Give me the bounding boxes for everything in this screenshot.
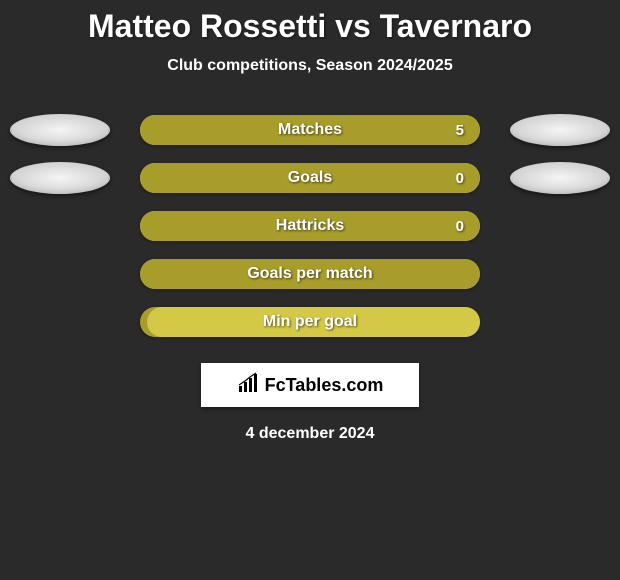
stat-row: Matches 5 [0,115,620,145]
stats-area: Matches 5 Goals 0 Hattricks 0 Goals per match M… [0,115,620,355]
stat-row: Goals per match [0,259,620,289]
stat-value: 5 [456,122,464,139]
fctables-logo[interactable]: FcTables.com [201,363,419,407]
subtitle: Club competitions, Season 2024/2025 [167,57,452,75]
stat-label: Min per goal [263,313,357,331]
stat-bar: Goals per match [140,259,480,289]
stat-bar: Min per goal [140,307,480,337]
stat-row: Goals 0 [0,163,620,193]
stat-row: Min per goal [0,307,620,337]
stat-label: Goals [288,169,332,187]
stat-value: 0 [456,218,464,235]
stat-label: Goals per match [247,265,372,283]
player-avatar-left [10,114,110,146]
chart-icon [237,372,259,399]
stat-label: Matches [278,121,342,139]
player-avatar-right [510,114,610,146]
stat-value: 0 [456,170,464,187]
stat-bar: Goals 0 [140,163,480,193]
page-title: Matteo Rossetti vs Tavernaro [88,8,532,45]
player-avatar-left [10,162,110,194]
stat-bar: Matches 5 [140,115,480,145]
comparison-card: Matteo Rossetti vs Tavernaro Club compet… [0,0,620,443]
player-avatar-right [510,162,610,194]
stat-label: Hattricks [276,217,344,235]
stat-row: Hattricks 0 [0,211,620,241]
stat-bar: Hattricks 0 [140,211,480,241]
date-text: 4 december 2024 [246,425,375,443]
logo-text: FcTables.com [265,375,384,396]
